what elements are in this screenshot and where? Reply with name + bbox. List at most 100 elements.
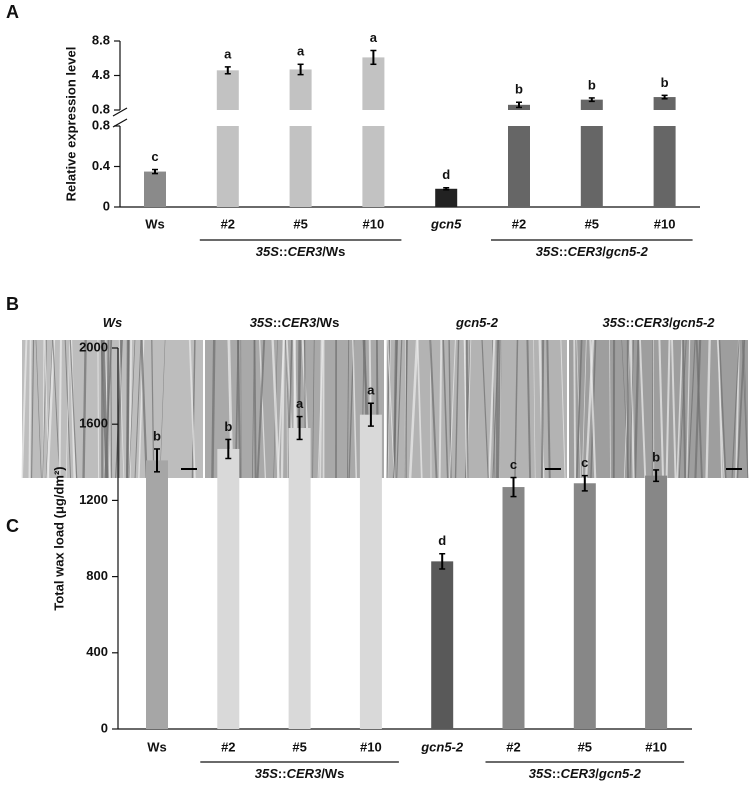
significance-letter: b (515, 82, 523, 97)
group-label-part: /Ws (322, 244, 345, 259)
cell-wall (481, 339, 489, 479)
panel-label: A (6, 2, 19, 22)
error-bar (154, 448, 160, 473)
micrograph-label-part: :: (273, 315, 282, 330)
x-tick-label: #5 (585, 216, 599, 231)
y-tick-label: 0.8 (92, 101, 110, 116)
cell-wall (695, 339, 703, 479)
y-tick-label: 0.4 (92, 158, 111, 173)
cell-wall (514, 339, 519, 479)
cell-wall (319, 339, 323, 479)
cell-wall (589, 339, 597, 479)
bar (289, 69, 312, 110)
x-tick-label: #2 (221, 216, 235, 231)
bar (362, 57, 385, 110)
cell-wall (188, 339, 196, 479)
x-tick-label: #10 (645, 739, 667, 754)
cell-wall (465, 339, 469, 479)
micrograph-label: 35S::CER3/gcn5-2 (602, 315, 715, 330)
cell-wall (449, 339, 456, 479)
cell-wall (533, 339, 536, 479)
y-axis-label: Relative expression level (63, 47, 78, 202)
cell-wall (396, 339, 403, 479)
axis-break (112, 107, 128, 117)
micrograph-label-part: / (669, 315, 673, 330)
cell-wall (125, 339, 130, 479)
cell-wall (731, 339, 740, 479)
micrograph-label-part: gcn5-2 (455, 315, 499, 330)
cell-wall (117, 339, 123, 479)
group-label: 35S::CER3/Ws (256, 244, 346, 259)
cell-wall (28, 339, 32, 479)
x-tick-label: #2 (506, 739, 520, 754)
cell-wall (21, 339, 28, 479)
cell-wall (658, 339, 665, 479)
cell-wall (286, 339, 288, 479)
cell-wall (743, 339, 749, 479)
cell-wall (191, 339, 196, 479)
cell-wall (639, 339, 647, 479)
significance-letter: b (661, 75, 669, 90)
cell-wall (46, 339, 56, 479)
cell-wall (42, 339, 47, 479)
bar (362, 126, 385, 207)
micrograph-label-part: CER3 (282, 315, 317, 330)
cell-wall (387, 339, 395, 479)
bar (144, 171, 166, 207)
x-tick-label: #5 (578, 739, 592, 754)
group-label: 35S::CER3/gcn5-2 (536, 244, 649, 259)
cell-wall (526, 339, 532, 479)
micrograph-label-part: gcn5-2 (672, 315, 716, 330)
significance-letter: a (224, 46, 232, 61)
bar (580, 99, 603, 110)
y-tick-label: 8.8 (92, 32, 110, 47)
cell-wall (497, 339, 502, 479)
cell-wall (271, 339, 280, 479)
cell-wall (159, 339, 166, 479)
significance-letter: c (151, 149, 158, 164)
significance-letter: b (588, 77, 596, 92)
group-label-part: 35S (529, 766, 552, 781)
cell-wall (52, 339, 61, 479)
bar (289, 126, 312, 207)
significance-letter: a (367, 383, 375, 398)
x-tick-label: #2 (512, 216, 526, 231)
y-tick-label: 0.8 (92, 117, 110, 132)
bar (508, 126, 530, 207)
micrograph-label-part: 35S (250, 315, 273, 330)
y-tick-label: 0 (101, 720, 108, 735)
cell-wall (681, 339, 687, 479)
cell-wall (352, 339, 358, 479)
cell-wall (416, 339, 423, 479)
group-label-part: 35S (536, 244, 559, 259)
cell-wall (609, 339, 611, 479)
bar (359, 414, 382, 729)
cell-wall (735, 339, 740, 479)
error-bar (225, 438, 232, 460)
x-tick-label: #5 (293, 216, 307, 231)
group-label-part: gcn5-2 (605, 244, 649, 259)
group-label-part: gcn5-2 (598, 766, 642, 781)
cell-wall (387, 339, 391, 479)
bar (431, 561, 454, 729)
bar (502, 487, 525, 729)
cell-wall (118, 339, 125, 479)
error-bar (370, 49, 377, 66)
significance-letter: b (224, 419, 232, 434)
group-label-part: CER3 (568, 244, 603, 259)
significance-letter: a (370, 30, 378, 45)
cell-wall (45, 339, 53, 479)
x-tick-label: #5 (292, 739, 306, 754)
bar (653, 126, 676, 207)
y-tick-label: 1200 (79, 492, 108, 507)
cell-wall (65, 339, 71, 479)
significance-letter: b (153, 428, 161, 443)
group-label-part: 35S (256, 244, 279, 259)
x-tick-label: #10 (360, 739, 382, 754)
micrograph-label-part: CER3 (634, 315, 669, 330)
cell-wall (686, 339, 691, 479)
cell-wall (495, 339, 499, 479)
panel-label: B (6, 294, 19, 314)
micrograph-label: 35S::CER3/Ws (250, 315, 340, 330)
